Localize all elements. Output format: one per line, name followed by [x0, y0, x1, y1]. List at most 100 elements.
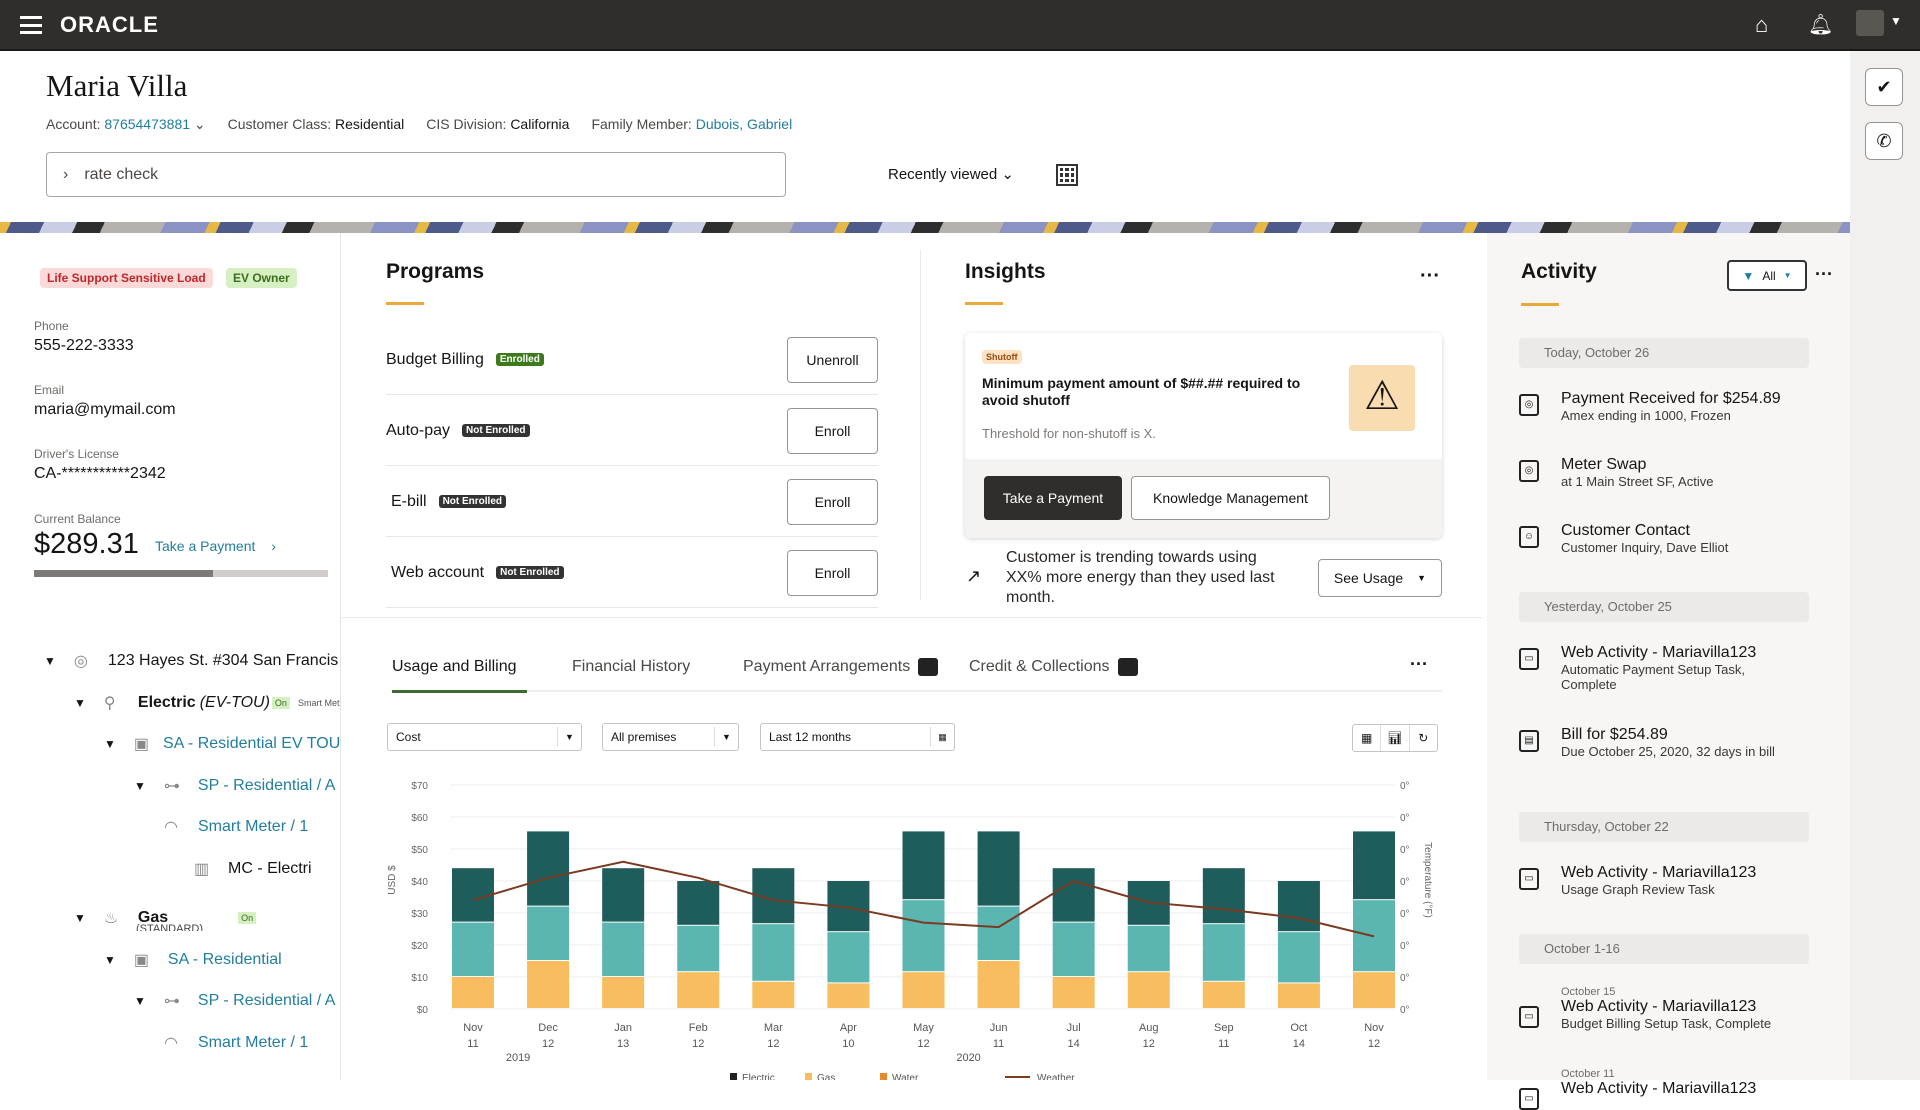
tab-payment-arrangements[interactable]: Payment Arrangements [743, 658, 939, 676]
bar-electric[interactable] [602, 868, 645, 922]
take-payment-link[interactable]: Take a Payment › [155, 538, 276, 554]
take-payment-button[interactable]: Take a Payment [984, 476, 1122, 520]
check-circle-icon[interactable]: ✔ [1865, 68, 1903, 106]
tree-label[interactable]: SP - Residential / A [197, 992, 336, 1009]
more-options-icon[interactable]: ··· [1410, 654, 1428, 674]
bar-water[interactable] [452, 922, 494, 976]
search-input[interactable]: › rate check [46, 152, 786, 197]
more-options-icon[interactable]: ··· [1815, 264, 1833, 284]
tree-label[interactable]: Smart Meter / 1 [198, 1033, 309, 1051]
bar-gas[interactable] [602, 977, 645, 1008]
caret-down-icon[interactable]: ▼ [74, 695, 86, 710]
knowledge-management-button[interactable]: Knowledge Management [1131, 476, 1330, 520]
bar-gas[interactable] [977, 961, 1020, 1008]
activity-item[interactable]: ☺ Customer Contact Customer Inquiry, Dave … [1519, 522, 1839, 555]
bar-electric[interactable] [1277, 881, 1320, 932]
recently-viewed-dropdown[interactable]: Recently viewed ⌄ [888, 165, 1014, 183]
more-options-icon[interactable]: ··· [1420, 265, 1440, 287]
table-view-icon[interactable]: ▦ [1353, 725, 1382, 751]
bar-electric[interactable] [452, 868, 494, 922]
bar-gas[interactable] [827, 983, 870, 1008]
bar-gas[interactable] [752, 981, 795, 1008]
tree-label[interactable]: SA - Residential EV TOU [163, 735, 340, 752]
refresh-icon[interactable]: ↻ [1418, 731, 1429, 745]
bar-water[interactable] [977, 906, 1020, 960]
caret-down-icon[interactable]: ▼ [134, 778, 146, 793]
bar-electric[interactable] [977, 831, 1020, 906]
tree-row[interactable]: ▼ ⊶ SP - Residential / A [0, 773, 340, 799]
legend-label[interactable]: Electric [742, 1073, 775, 1080]
caret-down-icon[interactable]: ▼ [134, 994, 146, 1008]
bar-water[interactable] [1052, 922, 1095, 976]
tab-credit-collections[interactable]: Credit & Collections [969, 658, 1138, 676]
bar-electric[interactable] [1202, 868, 1245, 924]
calendar-icon[interactable]: ▦ [930, 727, 954, 747]
bar-electric[interactable] [677, 881, 720, 925]
tree-row[interactable]: ▼ ▣ SA - Residential EV TOU [0, 731, 340, 757]
bar-water[interactable] [1202, 924, 1245, 981]
bar-water[interactable] [602, 922, 645, 976]
bar-gas[interactable] [527, 961, 570, 1008]
tree-row[interactable]: ▼ ⊶ SP - Residential / A [0, 988, 340, 1014]
enroll-button[interactable]: Enroll [787, 549, 878, 596]
tree-row[interactable]: ◠ Smart Meter / 1 [0, 1030, 340, 1056]
menu-icon[interactable] [20, 16, 42, 34]
activity-item[interactable]: ◎ Meter Swap at 1 Main Street SF, Active [1519, 456, 1839, 489]
home-icon[interactable]: ⌂ [1755, 12, 1769, 37]
bar-water[interactable] [527, 906, 570, 960]
bar-gas[interactable] [1277, 983, 1320, 1008]
bar-electric[interactable] [1353, 831, 1395, 900]
chart-view-icon[interactable]: 📊︎ [1381, 725, 1410, 751]
activity-item[interactable]: ▤ Bill for $254.89 Due October 25, 2020, 3… [1519, 726, 1839, 759]
legend-label[interactable]: Weather [1037, 1073, 1075, 1080]
bar-electric[interactable] [902, 831, 945, 900]
caret-down-icon[interactable]: ▼ [44, 654, 56, 668]
bar-gas[interactable] [1353, 972, 1395, 1008]
premises-select[interactable]: All premises ▼ [602, 723, 739, 751]
enroll-button[interactable]: Enroll [787, 407, 878, 454]
avatar-icon[interactable] [1856, 10, 1884, 36]
enroll-button[interactable]: Unenroll [787, 336, 878, 383]
bar-water[interactable] [902, 900, 945, 972]
measure-select[interactable]: Cost ▼ [387, 723, 582, 751]
bar-gas[interactable] [1127, 972, 1170, 1008]
tree-label[interactable]: SP - Residential / A [197, 776, 336, 794]
legend-label[interactable]: Water [892, 1073, 919, 1080]
bar-electric[interactable] [527, 831, 570, 906]
bar-water[interactable] [827, 932, 870, 983]
activity-item[interactable]: ▭ October 15 Web Activity - Mariavilla123 B… [1519, 986, 1839, 1031]
tree-row[interactable]: ▥ MC - Electri [0, 856, 340, 882]
bar-gas[interactable] [452, 977, 494, 1008]
activity-item[interactable]: ◎ Payment Received for $254.89 Amex ending… [1519, 390, 1839, 423]
tree-row[interactable]: ▼ ▣ SA - Residential [0, 947, 340, 973]
tree-label[interactable]: Smart Meter / 1 [198, 818, 309, 835]
tab-usage-and-billing[interactable]: Usage and Billing [392, 658, 517, 676]
activity-item[interactable]: ▭ Web Activity - Mariavilla123 Automatic P… [1519, 644, 1839, 692]
bar-gas[interactable] [1202, 981, 1245, 1008]
phone-icon[interactable]: ✆ [1865, 122, 1903, 160]
grid-icon[interactable] [1056, 164, 1078, 186]
tree-row[interactable]: ▼ ♨ Gas (STANDARD) On [0, 905, 340, 931]
tree-row[interactable]: ▼ ⚲ Electric (EV-TOU) On Smart Met [0, 690, 340, 716]
bar-water[interactable] [677, 925, 720, 972]
caret-down-icon[interactable]: ▼ [104, 737, 116, 751]
caret-down-icon[interactable]: ▼ [74, 911, 86, 925]
family-member-link[interactable]: Dubois, Gabriel [695, 116, 793, 132]
bar-gas[interactable] [677, 972, 720, 1008]
tab-financial-history[interactable]: Financial History [572, 658, 690, 676]
bar-gas[interactable] [902, 972, 945, 1008]
legend-label[interactable]: Gas [817, 1073, 835, 1080]
chevron-down-icon[interactable]: ▼ [1890, 14, 1902, 28]
date-range-input[interactable]: Last 12 months ▦ [760, 723, 955, 751]
caret-down-icon[interactable]: ▼ [104, 952, 116, 967]
tree-row[interactable]: ▼ ◎ 123 Hayes St. #304 San Francis [0, 648, 340, 674]
activity-filter[interactable]: ▼ All ▼ [1727, 260, 1807, 291]
bar-electric[interactable] [1052, 868, 1095, 922]
account-link[interactable]: 87654473881 [104, 116, 191, 132]
see-usage-button[interactable]: See Usage ▼ [1318, 559, 1442, 597]
bar-gas[interactable] [1052, 977, 1095, 1008]
bell-icon[interactable]: 🔔︎ [1808, 14, 1834, 36]
activity-item[interactable]: ▭ Web Activity - Mariavilla123 Usage Graph… [1519, 864, 1839, 897]
enroll-button[interactable]: Enroll [787, 478, 878, 525]
bar-water[interactable] [752, 924, 795, 981]
